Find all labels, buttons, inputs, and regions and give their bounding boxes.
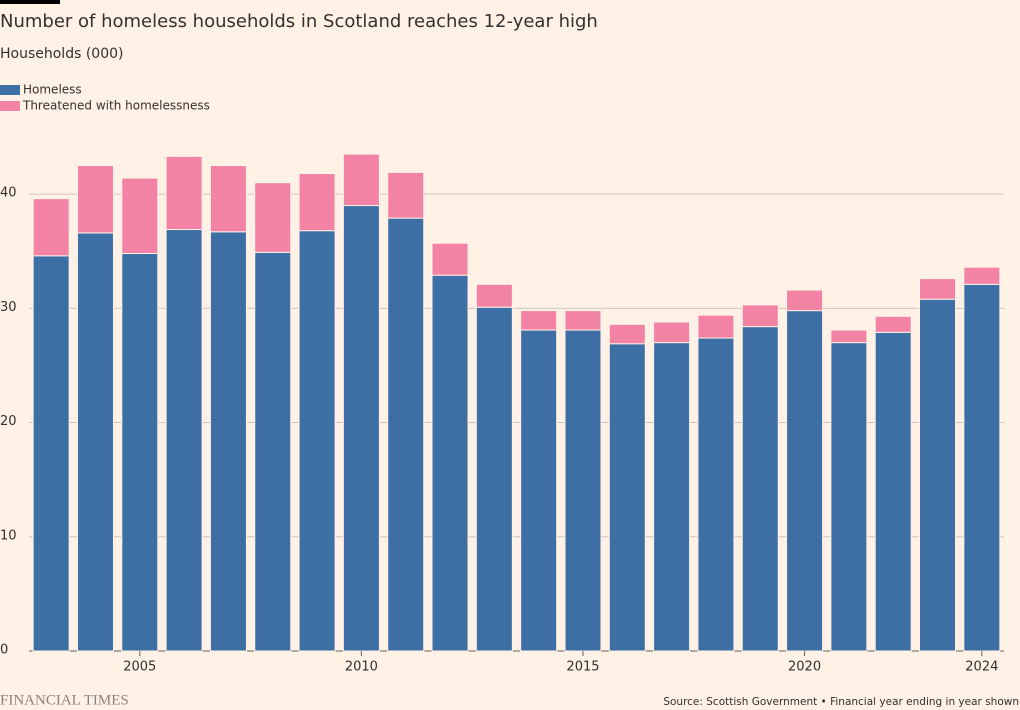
- x-tick-label: 2020: [788, 660, 821, 675]
- bar-segment: [741, 326, 779, 652]
- bar-segment: [520, 329, 558, 652]
- y-tick-label: 20: [0, 414, 17, 429]
- bar-segment: [76, 232, 114, 652]
- bar-segment: [431, 242, 469, 276]
- x-tick-label: 2005: [123, 660, 156, 675]
- bar-segment: [254, 182, 292, 253]
- bar-segment: [342, 153, 380, 207]
- bar-segment: [608, 343, 646, 652]
- bar-segment: [830, 329, 868, 344]
- bar-segment: [786, 289, 824, 312]
- x-tick-label: 2010: [345, 660, 378, 675]
- y-tick-label: 40: [0, 186, 17, 201]
- y-tick-label: 30: [0, 300, 17, 315]
- legend-label: Threatened with homelessness: [22, 99, 210, 113]
- bar-segment: [963, 283, 1001, 652]
- brand: FINANCIAL TIMES: [0, 692, 129, 708]
- bar-segment: [298, 173, 336, 232]
- bar-segment: [32, 255, 70, 652]
- bar-segment: [919, 298, 957, 652]
- bar-segment: [874, 331, 912, 652]
- bar-segment: [741, 304, 779, 328]
- bar-segment: [963, 266, 1001, 285]
- legend-swatch: [0, 85, 20, 95]
- chart-subtitle: Households (000): [0, 46, 123, 62]
- bar-segment: [254, 251, 292, 652]
- y-tick-label: 0: [0, 643, 8, 658]
- bar-segment: [786, 310, 824, 652]
- bar-segment: [475, 283, 513, 308]
- ft-bar: [0, 0, 60, 4]
- bar-segment: [121, 253, 159, 652]
- bar-segment: [298, 230, 336, 652]
- legend-swatch: [0, 101, 20, 111]
- source: Source: Scottish Government • Financial …: [663, 696, 1019, 708]
- bar-segment: [76, 165, 114, 234]
- chart-title: Number of homeless households in Scotlan…: [0, 11, 598, 32]
- bar-segment: [830, 342, 868, 652]
- bar-segment: [342, 205, 380, 652]
- bar-segment: [121, 177, 159, 255]
- x-tick-label: 2024: [965, 660, 998, 675]
- bar-segment: [209, 165, 247, 233]
- bar-segment: [919, 278, 957, 300]
- bar-segment: [387, 171, 425, 219]
- bar-segment: [653, 321, 691, 344]
- x-tick-label: 2015: [566, 660, 599, 675]
- bar-segment: [431, 274, 469, 652]
- bar-segment: [520, 310, 558, 331]
- bar-segment: [874, 315, 912, 333]
- bar-segment: [564, 329, 602, 652]
- bar-segment: [209, 231, 247, 652]
- bar-segment: [387, 217, 425, 652]
- bar-segment: [697, 314, 735, 339]
- bar-segment: [32, 198, 70, 257]
- bar-segment: [165, 155, 203, 231]
- bar-segment: [653, 342, 691, 652]
- bar-segment: [165, 229, 203, 652]
- legend-label: Homeless: [23, 83, 82, 97]
- bar-segment: [697, 337, 735, 652]
- bar-segment: [564, 310, 602, 331]
- y-tick-label: 10: [0, 528, 17, 543]
- bar-segment: [608, 323, 646, 345]
- bar-segment: [475, 306, 513, 652]
